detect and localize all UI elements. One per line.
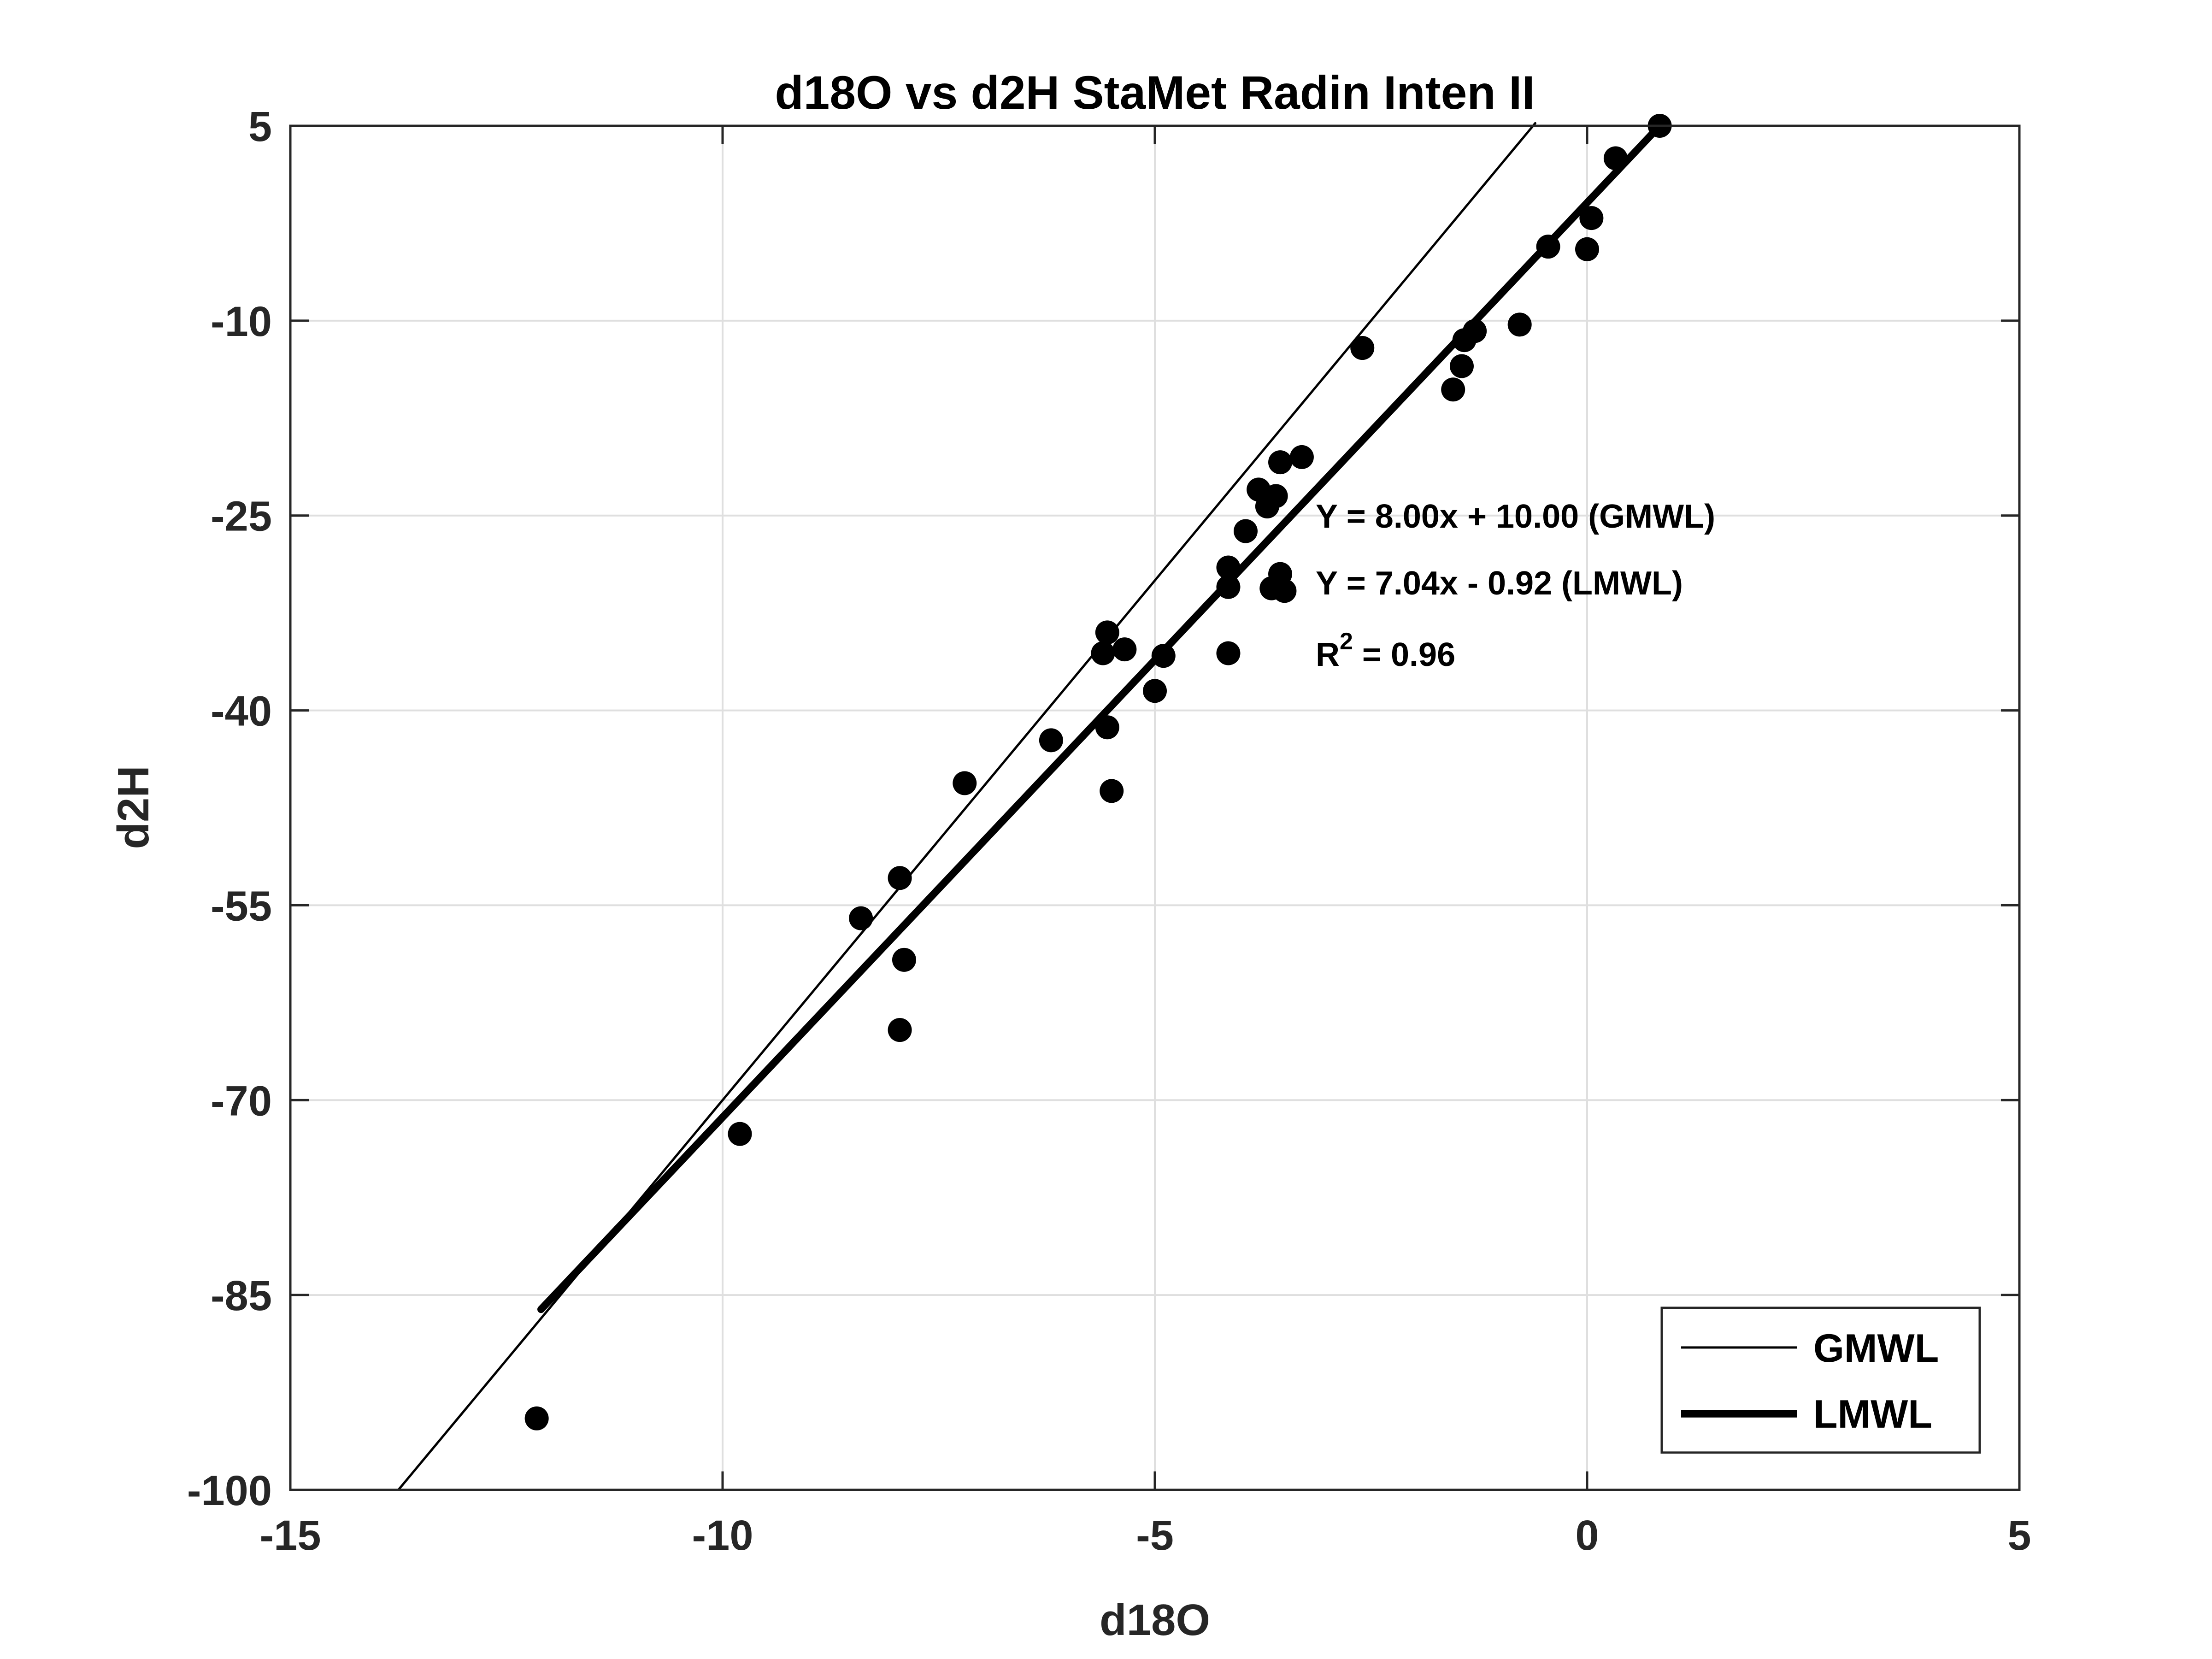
legend-box (1660, 1306, 1981, 1454)
gmwl-equation: Y = 8.00x + 10.00 (GMWL) (1316, 498, 1715, 535)
r-squared: R2 = 0.96 (1316, 628, 1455, 673)
data-point (953, 771, 977, 795)
y-tick-label: -85 (211, 1272, 272, 1319)
data-point (1039, 728, 1063, 753)
data-point (1259, 576, 1284, 600)
y-tick-label: -100 (187, 1467, 272, 1514)
y-tick-labels: -100 -85 -70 -55 -40 -25 -10 5 (187, 103, 272, 1514)
data-point (892, 947, 916, 972)
y-tick-label: -70 (211, 1077, 272, 1124)
data-point (888, 866, 912, 890)
data-point (1095, 715, 1119, 740)
data-point (1579, 206, 1604, 230)
data-point (728, 1122, 752, 1146)
x-tick-label: 0 (1575, 1512, 1599, 1559)
data-point (1112, 637, 1137, 662)
data-point (849, 906, 873, 930)
r-squared-symbol: R (1316, 636, 1340, 673)
r-squared-exponent: 2 (1340, 628, 1353, 655)
legend: GMWL LMWL (1660, 1306, 1981, 1454)
lmwl-equation: Y = 7.04x - 0.92 (LMWL) (1316, 565, 1683, 602)
data-point (1449, 354, 1474, 378)
data-point (1536, 235, 1560, 259)
data-point (1091, 641, 1115, 665)
data-point (1268, 450, 1293, 475)
data-point (1247, 477, 1271, 502)
data-point (1233, 519, 1258, 543)
y-tick-label: 5 (248, 103, 272, 150)
legend-lmwl-label: LMWL (1813, 1392, 1932, 1436)
y-axis-label: d2H (109, 765, 158, 849)
data-point (1603, 146, 1628, 171)
axis-ticks (289, 124, 2021, 1491)
y-tick-label: -55 (211, 882, 272, 930)
data-point (524, 1406, 549, 1430)
data-point (1151, 644, 1176, 668)
data-point (1100, 779, 1124, 803)
grid (290, 126, 2019, 1490)
r-squared-value: = 0.96 (1353, 636, 1455, 673)
x-tick-label: 5 (2007, 1512, 2031, 1559)
data-point (1216, 555, 1241, 580)
data-point (1507, 312, 1532, 337)
data-point (1452, 328, 1477, 353)
x-tick-label: -10 (692, 1512, 753, 1559)
data-point (888, 1018, 912, 1042)
x-tick-label: -5 (1136, 1512, 1174, 1559)
data-point (1441, 377, 1465, 402)
legend-gmwl-label: GMWL (1813, 1326, 1939, 1371)
x-axis-label: d18O (1100, 1595, 1210, 1645)
y-tick-label: -25 (211, 493, 272, 540)
chart-title: d18O vs d2H StaMet Radin Inten II (775, 66, 1535, 119)
y-tick-label: -10 (211, 298, 272, 345)
data-point (1575, 237, 1599, 261)
data-point (1216, 575, 1241, 599)
data-point (1289, 445, 1314, 469)
x-tick-label: -15 (260, 1512, 321, 1559)
x-tick-labels: -15 -10 -5 0 5 (260, 1512, 2031, 1559)
data-points (524, 114, 1672, 1430)
data-point (1350, 336, 1375, 360)
data-point (1216, 641, 1241, 665)
y-tick-label: -40 (211, 688, 272, 735)
data-point (1143, 679, 1167, 703)
data-point (1095, 620, 1119, 645)
